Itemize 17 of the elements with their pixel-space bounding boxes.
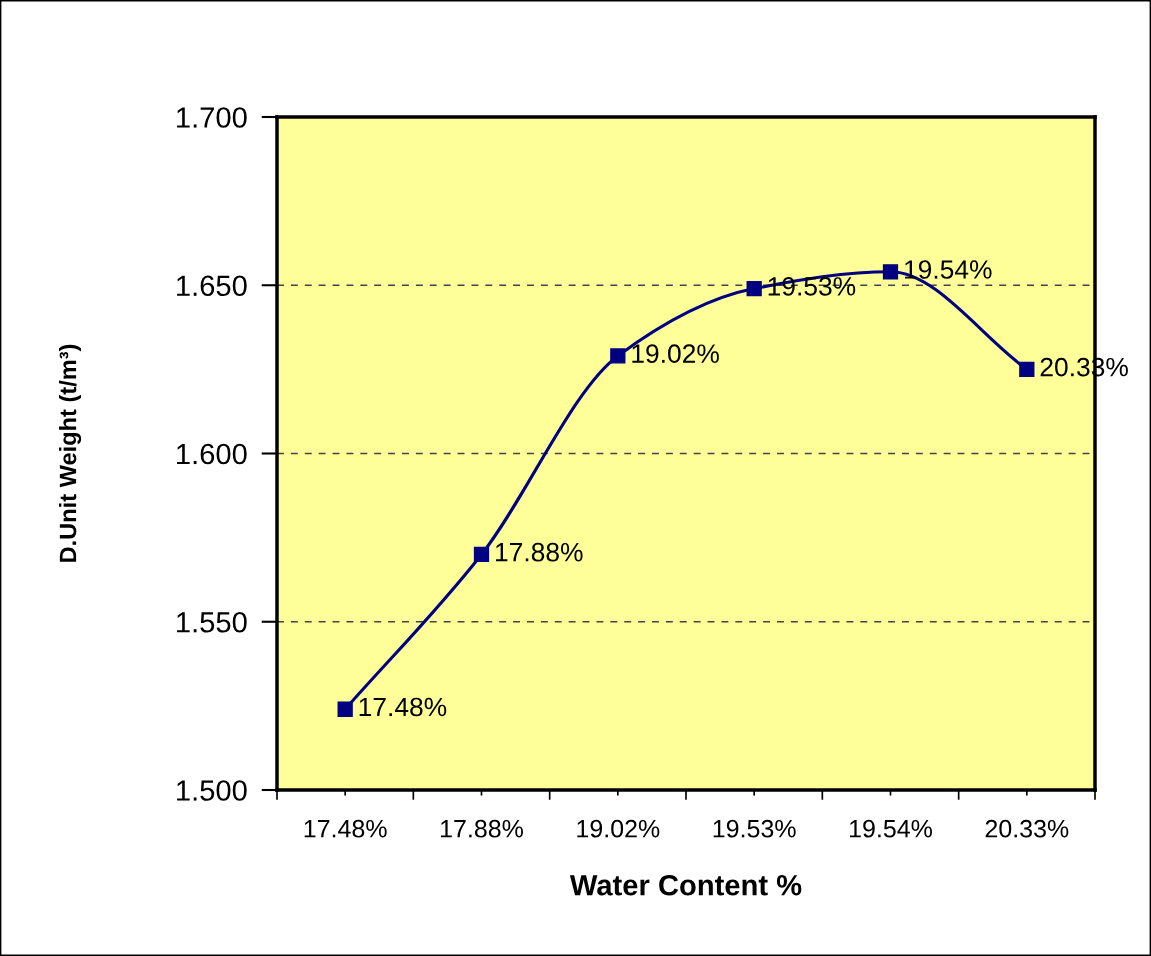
x-tick-label: 20.33% [985, 819, 1069, 838]
x-tick-label: 17.88% [441, 819, 524, 838]
y-tick-label: 1.500 [177, 780, 247, 801]
y-tick-label: 1.550 [177, 611, 247, 633]
y-tick-label: 1.600 [177, 443, 247, 465]
annotation: 19.54% [905, 260, 992, 279]
y-tick-label: 1.700 [177, 107, 247, 128]
x-tick-label: 19.53% [713, 819, 796, 838]
annotation: 19.02% [632, 344, 719, 363]
annotation: 17.48% [359, 697, 447, 717]
x-tick-label: 19.02% [577, 819, 660, 838]
y-tick-label: 1.650 [177, 275, 247, 297]
x-axis-title: Water Content % [569, 874, 802, 896]
x-tick-label: 19.54% [850, 819, 933, 838]
annotation: 17.88% [496, 542, 583, 562]
y-axis-title: D.Unit Weight (t/m³) [58, 344, 82, 562]
x-tick-label: 17.48% [304, 819, 387, 838]
